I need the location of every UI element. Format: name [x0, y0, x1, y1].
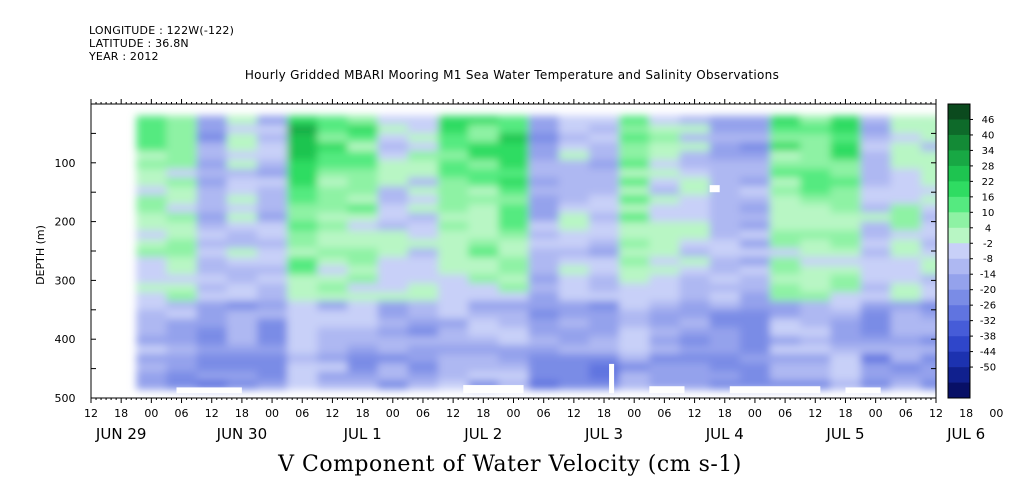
x-tick-label: 00	[144, 407, 158, 420]
colorbar-label: -32	[980, 316, 996, 327]
colorbar-swatch	[948, 181, 970, 198]
x-tick-label: 06	[537, 407, 551, 420]
x-tick-label: 12	[325, 407, 339, 420]
colorbar-label: 40	[982, 130, 995, 141]
colorbar: 46 40 34 28 22 16 10 4 -2 -8 -14 -20 -26 -32 -38 -44 -50	[947, 103, 996, 399]
colorbar-label: 4	[985, 223, 991, 234]
colorbar-swatch	[948, 382, 970, 399]
y-tick-label: 100	[55, 157, 76, 170]
colorbar-swatch	[948, 305, 970, 321]
colorbar-swatch	[948, 289, 970, 306]
colorbar-swatch	[948, 212, 970, 229]
latitude-label: LATITUDE : 36.8N	[89, 37, 189, 50]
x-axis-label: V Component of Water Velocity (cm s-1)	[278, 452, 742, 477]
x-tick-label: 12	[446, 407, 460, 420]
colorbar-label: 10	[982, 208, 995, 219]
x-tick-label: 06	[175, 407, 189, 420]
x-tick-label: 18	[597, 407, 611, 420]
x-tick-label: 12	[929, 407, 943, 420]
x-tick-label: 12	[567, 407, 581, 420]
x-date-label: JUL 1	[343, 425, 382, 443]
x-tick-label: 18	[476, 407, 490, 420]
x-date-label: JUN 29	[95, 425, 146, 443]
x-tick-label: 18	[838, 407, 852, 420]
colorbar-swatch	[948, 274, 970, 290]
colorbar-swatch	[948, 165, 970, 182]
colorbar-label: 34	[982, 146, 995, 157]
colorbar-swatch	[948, 150, 970, 167]
x-tick-label: 12	[205, 407, 219, 420]
colorbar-swatch	[948, 367, 970, 383]
x-tick-label: 18	[235, 407, 249, 420]
y-tick-label: 500	[55, 392, 76, 405]
colorbar-swatch	[948, 351, 970, 368]
year-label: YEAR : 2012	[89, 50, 159, 63]
x-tick-label: 06	[416, 407, 430, 420]
colorbar-swatch	[948, 258, 970, 275]
x-date-label: JUL 3	[584, 425, 623, 443]
colorbar-label: -44	[980, 347, 996, 358]
colorbar-label: 22	[982, 177, 995, 188]
x-tick-label: 06	[657, 407, 671, 420]
colorbar-label: -14	[980, 270, 996, 281]
x-tick-label: 00	[748, 407, 762, 420]
colorbar-label: -38	[980, 332, 996, 343]
colorbar-swatch	[948, 227, 970, 244]
x-date-label: JUN 30	[216, 425, 267, 443]
x-tick-label: 12	[84, 407, 98, 420]
y-tick-label: 200	[55, 216, 76, 229]
x-tick-label: 06	[295, 407, 309, 420]
y-tick-label: 400	[55, 333, 76, 346]
colorbar-swatch	[948, 243, 970, 260]
colorbar-swatch	[948, 104, 970, 120]
longitude-label: LONGITUDE : 122W(-122)	[89, 24, 235, 37]
x-tick-label: 12	[808, 407, 822, 420]
colorbar-label: 46	[982, 115, 995, 126]
x-tick-label: 00	[989, 407, 1003, 420]
colorbar-label: -2	[983, 239, 993, 250]
colorbar-label: 16	[982, 192, 995, 203]
x-tick-label: 18	[114, 407, 128, 420]
x-tick-label: 00	[386, 407, 400, 420]
colorbar-swatch	[948, 119, 970, 136]
x-tick-label: 06	[899, 407, 913, 420]
x-date-label: JUL 2	[463, 425, 502, 443]
x-tick-label: 12	[688, 407, 702, 420]
colorbar-swatch	[948, 336, 970, 352]
x-tick-label: 18	[718, 407, 732, 420]
colorbar-label: -20	[980, 285, 996, 296]
x-date-label: JUL 5	[825, 425, 864, 443]
x-tick-label: 18	[959, 407, 973, 420]
x-tick-label: 00	[869, 407, 883, 420]
heatmap-cells	[136, 115, 936, 394]
x-date-label: JUL 6	[946, 425, 985, 443]
colorbar-label: -8	[983, 254, 993, 265]
x-tick-label: 06	[778, 407, 792, 420]
chart-title: Hourly Gridded MBARI Mooring M1 Sea Wate…	[244, 68, 780, 82]
y-tick-label: 300	[55, 274, 76, 287]
x-tick-label: 00	[507, 407, 521, 420]
colorbar-label: 28	[982, 161, 995, 172]
y-axis-label: DEPTH (m)	[34, 225, 47, 285]
x-tick-label: 00	[265, 407, 279, 420]
colorbar-label: -26	[980, 301, 996, 312]
colorbar-swatch	[948, 196, 970, 213]
x-date-label: JUL 4	[705, 425, 744, 443]
colorbar-swatch	[948, 320, 970, 337]
colorbar-swatch	[948, 134, 970, 151]
x-tick-label: 00	[627, 407, 641, 420]
colorbar-label: -50	[980, 363, 996, 374]
x-tick-label: 18	[356, 407, 370, 420]
